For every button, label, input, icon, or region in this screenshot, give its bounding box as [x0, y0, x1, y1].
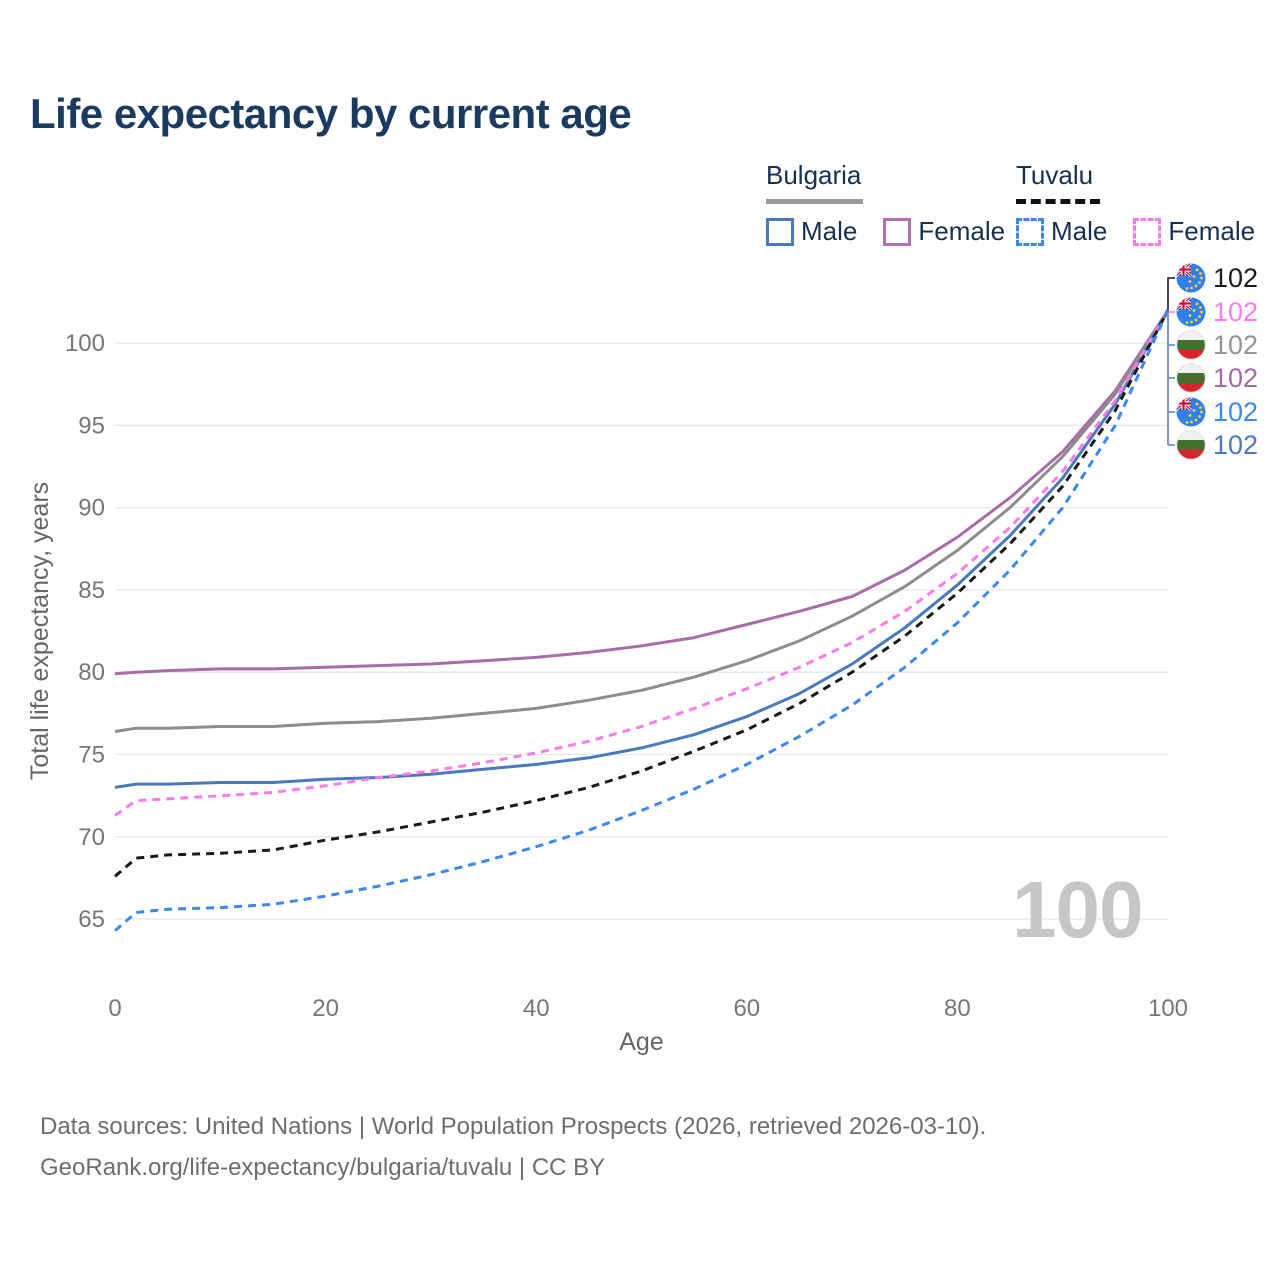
tuvalu-dashed-line-swatch [1016, 199, 1100, 204]
legend-group-bulgaria: Bulgaria Male Female [766, 160, 1031, 247]
end-label-value: 102 [1213, 430, 1259, 460]
bulgaria-female-swatch-icon [883, 217, 912, 246]
series-line-bulgaria-female[interactable] [114, 309, 1170, 676]
legend-item-bulgaria-male[interactable]: Male [766, 216, 857, 247]
end-label-bulgaria-male[interactable]: 102 [1176, 430, 1258, 460]
end-label-bulgaria-female[interactable]: 102 [1176, 363, 1258, 393]
source-footer: Data sources: United Nations | World Pop… [40, 1106, 986, 1188]
page-title: Life expectancy by current age [30, 90, 632, 137]
tuvalu-female-swatch-icon [1133, 217, 1162, 246]
source-line-2[interactable]: GeoRank.org/life-expectancy/bulgaria/tuv… [40, 1154, 606, 1181]
y-tick-label: 80 [78, 659, 105, 686]
end-label-tuvalu-total[interactable]: 102 [1176, 263, 1258, 293]
y-tick-label: 95 [78, 412, 105, 439]
y-axis-title: Total life expectancy, years [26, 482, 54, 780]
end-label-tuvalu-female[interactable]: 102 [1176, 297, 1258, 327]
year-watermark: 100 [1012, 865, 1143, 954]
legend-item-tuvalu-female[interactable]: Female [1133, 216, 1255, 247]
series-line-tuvalu-female[interactable] [114, 309, 1170, 817]
legend-item-label: Female [1168, 216, 1256, 246]
bulgaria-male-swatch-icon [766, 217, 794, 246]
y-tick-label: 90 [78, 495, 105, 522]
series-line-tuvalu-total[interactable] [114, 309, 1170, 878]
legend-item-tuvalu-male[interactable]: Male [1016, 216, 1107, 247]
y-tick-label: 85 [78, 577, 105, 604]
bulgaria-solid-line-swatch [766, 199, 863, 204]
x-tick-label: 20 [312, 995, 339, 1022]
end-label-value: 102 [1213, 297, 1259, 327]
source-line-1: Data sources: United Nations | World Pop… [40, 1113, 987, 1140]
legend-item-bulgaria-female[interactable]: Female [883, 216, 1005, 247]
connector-bottom [1167, 310, 1175, 446]
y-tick-label: 65 [78, 906, 105, 933]
bulgaria-flag-icon [1176, 330, 1206, 360]
y-tick-label: 75 [78, 742, 105, 769]
x-tick-label: 0 [108, 995, 121, 1022]
x-tick-label: 60 [733, 995, 760, 1022]
legend-group-tuvalu: Tuvalu Male Female [1016, 160, 1280, 247]
legend-item-label: Male [1051, 216, 1108, 246]
series-line-tuvalu-male[interactable] [114, 309, 1170, 932]
x-tick-label: 80 [944, 995, 971, 1022]
end-label-value: 102 [1213, 397, 1259, 427]
end-label-bulgaria-total[interactable]: 102 [1176, 330, 1258, 360]
legend-group-tuvalu-label[interactable]: Tuvalu [1016, 160, 1094, 190]
legend-item-label: Female [918, 216, 1006, 246]
end-label-tuvalu-male[interactable]: 102 [1176, 397, 1258, 427]
tuvalu-flag-icon [1176, 263, 1206, 293]
tuvalu-flag-icon [1176, 297, 1206, 327]
connector-top [1167, 277, 1175, 311]
x-tick-label: 40 [523, 995, 550, 1022]
y-tick-label: 100 [65, 330, 105, 357]
legend-group-bulgaria-label[interactable]: Bulgaria [766, 160, 862, 190]
legend-item-label: Male [801, 216, 858, 246]
end-label-value: 102 [1213, 263, 1259, 293]
x-axis-title: Age [619, 1028, 663, 1056]
y-tick-label: 70 [78, 824, 105, 851]
x-tick-label: 100 [1148, 995, 1188, 1022]
end-label-value: 102 [1213, 363, 1259, 393]
tuvalu-male-swatch-icon [1016, 217, 1044, 246]
bulgaria-flag-icon [1176, 363, 1206, 393]
end-label-value: 102 [1213, 330, 1259, 360]
bulgaria-flag-icon [1176, 430, 1206, 460]
series-line-bulgaria-male[interactable] [114, 309, 1170, 789]
series-line-bulgaria-total[interactable] [114, 309, 1170, 733]
tuvalu-flag-icon [1176, 397, 1206, 427]
